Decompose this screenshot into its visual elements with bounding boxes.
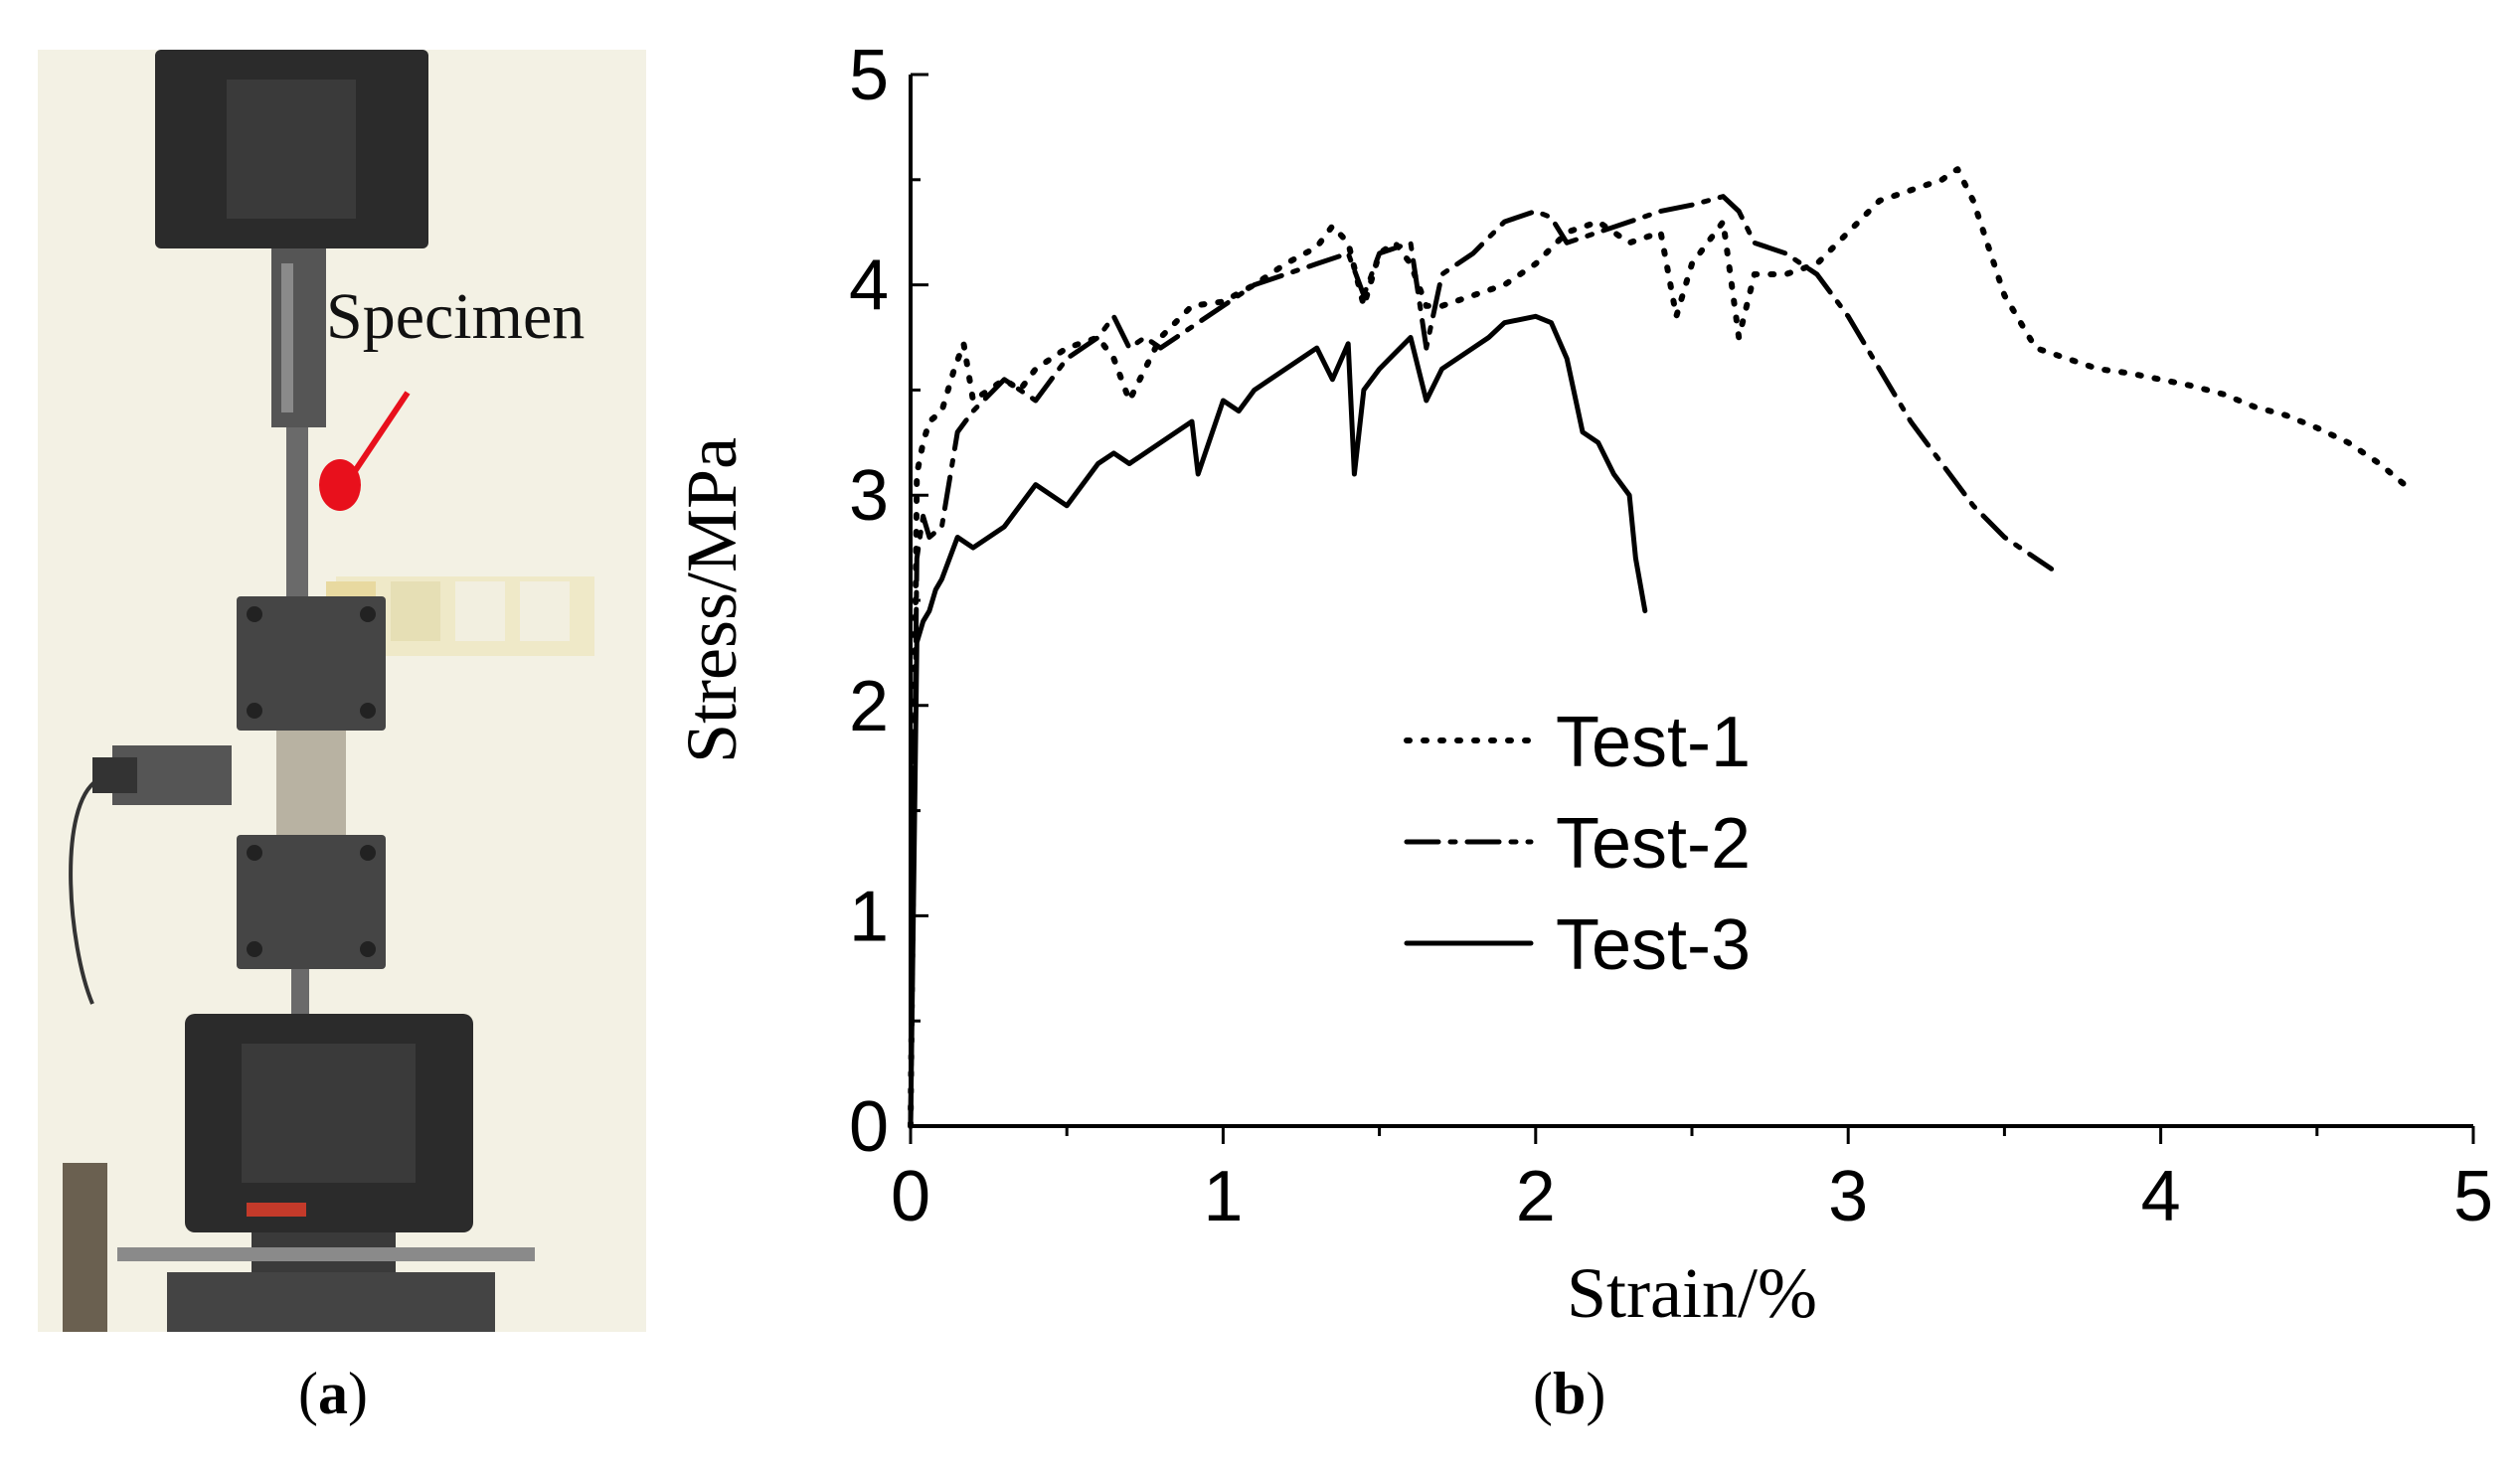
specimen-rod bbox=[286, 427, 308, 626]
specimen-photo: Specimen bbox=[38, 50, 646, 1332]
y-tick-label: 1 bbox=[849, 877, 889, 956]
legend-label-test-2: Test-2 bbox=[1556, 804, 1751, 884]
y-tick-label: 0 bbox=[849, 1087, 889, 1167]
machine-label-plate bbox=[247, 1203, 306, 1217]
stress-strain-chart: 0 1 2 3 4 5 0 1 2 3 4 5 Test-1 Test-2 Test-3 Strain/%… bbox=[636, 0, 2520, 1471]
upper-grip bbox=[237, 596, 386, 731]
lower-grip bbox=[237, 835, 386, 969]
axes: 0 1 2 3 4 5 0 1 2 3 4 5 bbox=[849, 36, 2493, 1236]
legend-label-test-1: Test-1 bbox=[1556, 703, 1751, 782]
series-line-test-3 bbox=[908, 313, 1648, 1129]
y-tick-label: 4 bbox=[849, 246, 889, 326]
chart-canvas: 0 1 2 3 4 5 0 1 2 3 4 5 Test-1 Test-2 Test-3 Strain/%… bbox=[672, 36, 2493, 1333]
x-tick-label: 2 bbox=[1516, 1157, 1556, 1236]
legend: Test-1 Test-2 Test-3 bbox=[1404, 703, 1751, 985]
test-specimen bbox=[276, 731, 346, 835]
testing-machine-illustration: Specimen bbox=[38, 50, 646, 1332]
specimen-pointer-line bbox=[348, 391, 411, 479]
x-tick-label: 5 bbox=[2453, 1157, 2493, 1236]
legend-label-test-3: Test-3 bbox=[1556, 905, 1751, 985]
x-axis-label: Strain/% bbox=[1567, 1253, 1817, 1333]
series-line-test-1 bbox=[908, 166, 2408, 1129]
series-line-test-2 bbox=[908, 194, 2055, 1129]
x-tick-label: 0 bbox=[891, 1157, 930, 1236]
x-tick-label: 4 bbox=[2141, 1157, 2181, 1236]
upper-rod bbox=[271, 248, 326, 427]
specimen-label: Specimen bbox=[326, 280, 585, 353]
series-lines bbox=[908, 166, 2408, 1129]
y-tick-label: 3 bbox=[849, 456, 889, 536]
panel-b-caption: (b) bbox=[1533, 1361, 1606, 1426]
x-tick-label: 3 bbox=[1828, 1157, 1868, 1236]
x-tick-label: 1 bbox=[1203, 1157, 1243, 1236]
y-axis-label: Stress/MPa bbox=[672, 437, 752, 763]
y-tick-label: 2 bbox=[849, 667, 889, 746]
specimen-marker bbox=[319, 459, 361, 511]
y-tick-label: 5 bbox=[849, 36, 889, 115]
panel-a-caption: (a) bbox=[298, 1361, 368, 1426]
